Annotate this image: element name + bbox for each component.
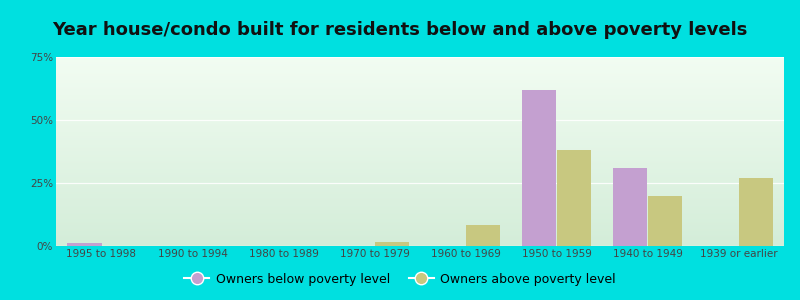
- Bar: [613, 168, 647, 246]
- Bar: [647, 196, 682, 246]
- Text: Year house/condo built for residents below and above poverty levels: Year house/condo built for residents bel…: [52, 21, 748, 39]
- Bar: [374, 242, 409, 246]
- Bar: [738, 178, 773, 246]
- Bar: [557, 150, 591, 246]
- Bar: [466, 225, 500, 246]
- Legend: Owners below poverty level, Owners above poverty level: Owners below poverty level, Owners above…: [179, 268, 621, 291]
- Bar: [67, 244, 102, 246]
- Bar: [522, 90, 557, 246]
